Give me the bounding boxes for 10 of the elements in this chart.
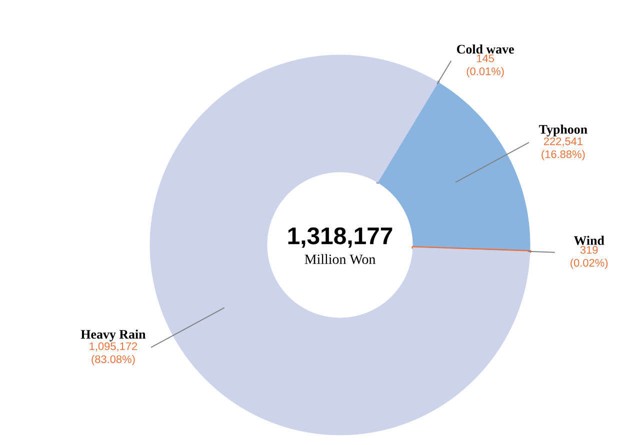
slice-label: Typhoon (539, 124, 588, 136)
slice-label: Cold wave (456, 44, 514, 54)
data-label: 319 (0.02%) (570, 246, 608, 269)
text: Million Won (304, 254, 376, 264)
data-label: 222,541 (16.88%) (542, 137, 585, 160)
text: 1,318,177 (288, 227, 392, 248)
data-label: 145 (0.01%) (466, 54, 504, 78)
slice-label: Wind (574, 236, 604, 245)
slice-label: Heavy Rain (80, 330, 146, 342)
data-label: 1,095,172 (83.08%) (90, 342, 138, 366)
